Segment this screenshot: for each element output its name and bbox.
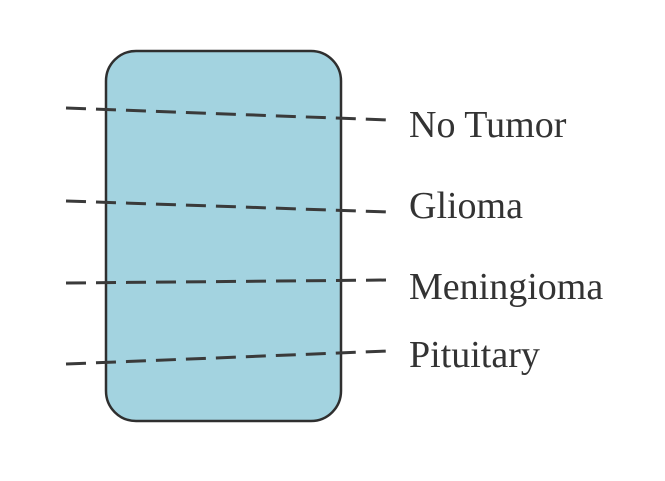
dashed-line-glioma — [65, 199, 389, 214]
dashed-line-no-tumor — [65, 106, 389, 122]
label-no-tumor: No Tumor — [409, 104, 567, 146]
label-pituitary: Pituitary — [409, 334, 540, 376]
dashed-line-pituitary — [65, 349, 389, 366]
class-box — [104, 49, 343, 423]
label-meningioma: Meningioma — [409, 266, 603, 308]
label-glioma: Glioma — [409, 185, 523, 227]
dashed-line-meningioma — [65, 278, 389, 285]
